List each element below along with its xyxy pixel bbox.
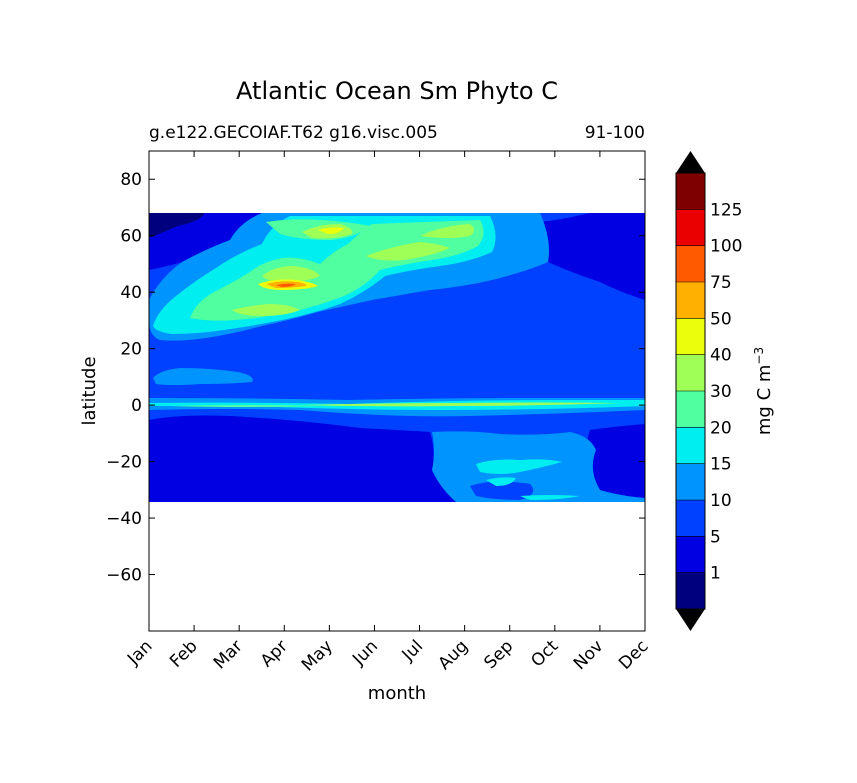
colorbar-band (676, 572, 705, 609)
colorbar-extend-max (676, 151, 705, 173)
contour-subtrop-patch (153, 368, 253, 385)
x-axis-label: month (368, 683, 426, 704)
colorbar-label-text: mg C m (754, 365, 775, 436)
contour-north-30c (366, 242, 450, 261)
contour-north-75 (276, 283, 296, 287)
colorbar-band (676, 282, 705, 319)
contour-equator-thin (170, 405, 320, 407)
colorbar-tick-label: 15 (710, 455, 732, 475)
colorbar-band (676, 173, 705, 210)
colorbar-tick-label: 100 (710, 237, 742, 257)
x-tick-label: Jan (123, 636, 156, 669)
x-tick-label: Jul (398, 636, 427, 665)
colorbar-tick-label: 30 (710, 382, 732, 402)
y-tick-label: 80 (120, 170, 142, 190)
colorbar-band (676, 427, 705, 464)
colorbar-band (676, 463, 705, 500)
x-tick-label: Sep (480, 636, 517, 673)
y-tick-label: −60 (106, 566, 142, 586)
contour-north-low (149, 213, 262, 270)
y-tick-label: −20 (106, 453, 142, 473)
x-tick-label: Nov (570, 636, 608, 674)
colorbar-tick-label: 40 (710, 346, 732, 366)
x-tick-label: Mar (210, 636, 247, 673)
contour-equator-20 (300, 402, 620, 407)
x-tick-label: Apr (257, 636, 292, 671)
contour-south-15a (476, 459, 562, 474)
contour-north-30b (262, 266, 320, 282)
colorbar-tick-label: 10 (710, 491, 732, 511)
colorbar-band (676, 500, 705, 537)
contour-south-low-east (587, 424, 645, 502)
colorbar-tick-label: 125 (710, 200, 742, 220)
colorbar-tick-label: 5 (710, 527, 721, 547)
contour-south-low-pocket (470, 481, 534, 500)
x-tick-label: Dec (615, 636, 652, 673)
contour-south-low (149, 415, 456, 502)
chart-title: Atlantic Ocean Sm Phyto C (236, 77, 558, 105)
contour-field (149, 213, 645, 502)
colorbar-extend-min (676, 609, 705, 631)
y-tick-label: 60 (120, 227, 142, 247)
colorbar-tick-label: 75 (710, 273, 732, 293)
y-axis-label: latitude (79, 356, 100, 425)
colorbar-tick-label: 1 (710, 564, 721, 584)
contour-northeast-low (539, 213, 645, 300)
colorbar-band (676, 354, 705, 391)
contour-north-30d (420, 224, 474, 238)
x-tick-label: Feb (166, 636, 201, 671)
colorbar-band (676, 245, 705, 282)
contour-nw-dark (149, 213, 205, 238)
chart-subtitle-right: 91-100 (585, 123, 645, 143)
y-tick-label: −40 (106, 509, 142, 529)
colorbar-label-sup: −3 (752, 347, 766, 365)
x-tick-label: Aug (435, 636, 473, 674)
colorbar-band (676, 536, 705, 573)
chart-subtitle-left: g.e122.GECOIAF.T62 g16.visc.005 (149, 123, 438, 143)
colorbar-tick-label: 20 (710, 418, 732, 438)
y-axis: 80 60 40 20 0 −20 −40 −60 (106, 170, 645, 586)
contour-south-15c (520, 495, 580, 500)
y-tick-label: 20 (120, 340, 142, 360)
colorbar-band (676, 391, 705, 428)
colorbar-band (676, 209, 705, 246)
colorbar-label: mg C m−3 (752, 347, 775, 435)
colorbar-band (676, 318, 705, 355)
contour-north-40a (318, 227, 344, 234)
y-tick-label: 0 (131, 396, 142, 416)
colorbar-tick-label: 50 (710, 309, 732, 329)
plot-frame (148, 150, 646, 632)
x-tick-label: May (298, 636, 337, 675)
contour-south-15b (486, 477, 516, 486)
y-tick-label: 40 (120, 283, 142, 303)
x-tick-label: Jun (348, 636, 382, 670)
x-tick-label: Oct (527, 636, 562, 671)
contour-north-30a (232, 304, 300, 316)
